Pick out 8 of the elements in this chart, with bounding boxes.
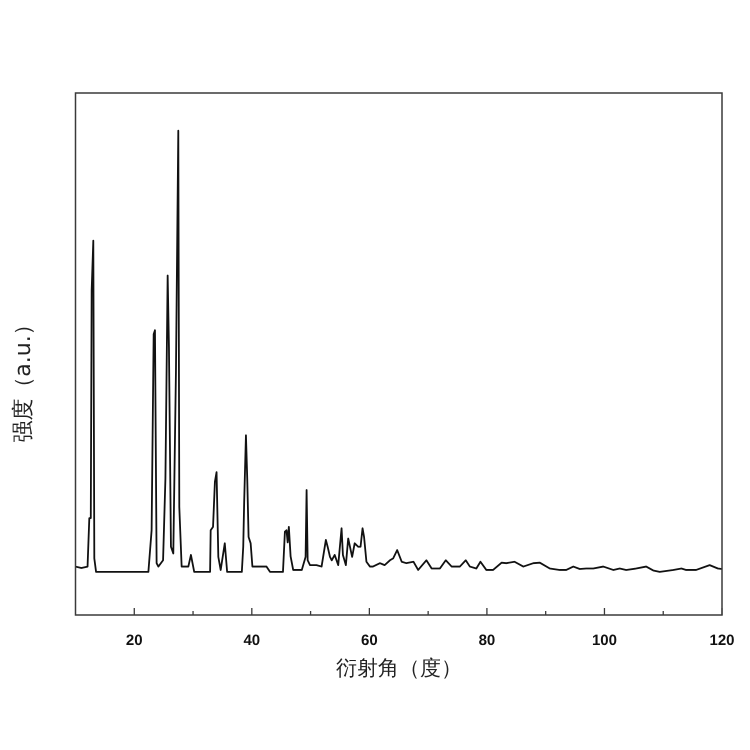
- y-axis-title: 强度（a.u.）: [11, 313, 36, 443]
- x-tick-label: 40: [243, 632, 260, 649]
- x-tick-label: 80: [478, 632, 496, 649]
- x-axis-title: 衍射角（度）: [336, 656, 462, 680]
- x-tick-label: 100: [592, 632, 617, 649]
- x-tick-label: 60: [361, 632, 378, 649]
- x-tick-label: 120: [709, 632, 735, 649]
- x-tick-label: 20: [126, 632, 143, 649]
